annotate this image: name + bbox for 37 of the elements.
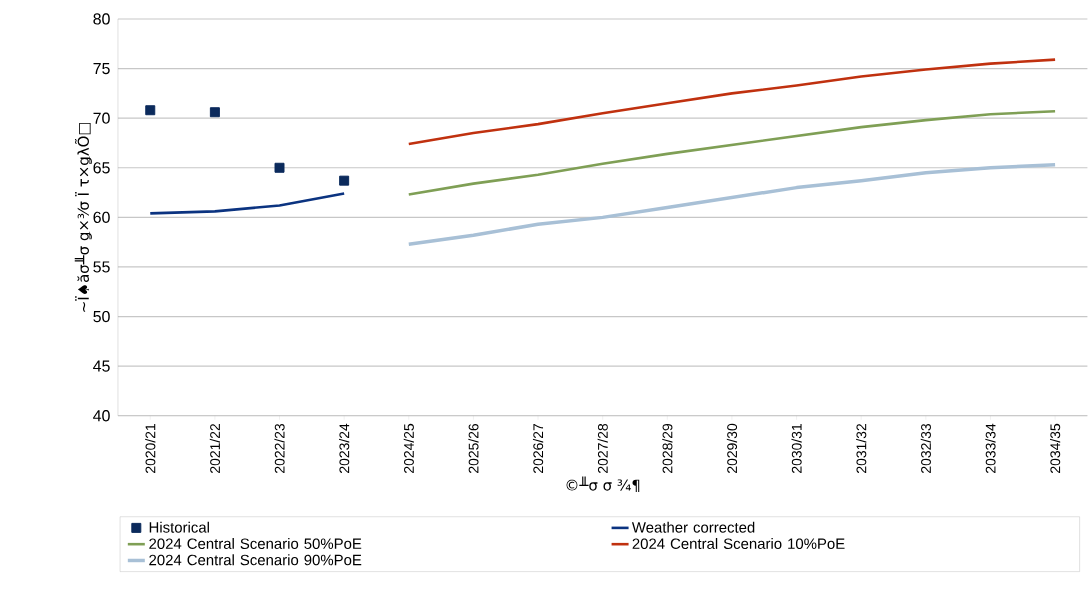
x-tick-label: 2026/27 — [532, 424, 544, 474]
line-series — [148, 192, 346, 215]
line-series — [407, 58, 1057, 146]
legend-label: 2024 Central Scenario 50%PoE — [149, 538, 362, 550]
x-tick-label: 2034/35 — [1049, 424, 1061, 474]
x-tick-label: 2029/30 — [726, 423, 738, 474]
y-tick-label: 70 — [93, 112, 110, 124]
legend-label: 2024 Central Scenario 10%PoE — [632, 538, 845, 550]
point — [339, 175, 350, 186]
x-tick-label: 2033/34 — [985, 423, 996, 474]
y-axis-title: ~Ï♠ăσ╨σ ǥ×³⁄σ Ï τ×ǥλÕ□ — [74, 123, 92, 312]
x-tick-label: 2032/33 — [920, 424, 931, 474]
x-tick-label: 2020/21 — [145, 424, 156, 474]
y-tick-label: 55 — [93, 261, 110, 273]
x-tick-label: 2023/24 — [339, 423, 350, 474]
y-tick-label: 45 — [93, 360, 110, 372]
y-tick-label: 75 — [93, 63, 110, 75]
legend-label: 2024 Central Scenario 90%PoE — [149, 554, 362, 566]
y-tick-label: 65 — [93, 162, 110, 174]
x-tick-label: 2027/28 — [597, 424, 608, 474]
y-tick-label: 80 — [93, 13, 110, 25]
x-tick-label: 2024/25 — [403, 424, 414, 474]
y-tick-label: 50 — [93, 311, 110, 323]
x-tick-label: 2030/31 — [791, 424, 802, 474]
x-tick-label: 2031/32 — [856, 424, 867, 474]
x-tick-label: 2022/23 — [274, 424, 285, 474]
y-tick-label: 60 — [93, 211, 110, 224]
x-tick-label: 2028/29 — [662, 424, 673, 474]
legend-label: Weather corrected — [631, 521, 755, 533]
point — [145, 105, 156, 116]
x-tick-label: 2025/26 — [468, 424, 479, 474]
legend-label: Historical — [149, 521, 209, 533]
x-tick-label: 2021/22 — [209, 424, 221, 474]
y-tick-label: 40 — [93, 410, 110, 422]
point — [209, 107, 220, 118]
point — [274, 162, 285, 173]
x-axis-title: ©╨σ σ ¾¶ — [566, 476, 640, 493]
